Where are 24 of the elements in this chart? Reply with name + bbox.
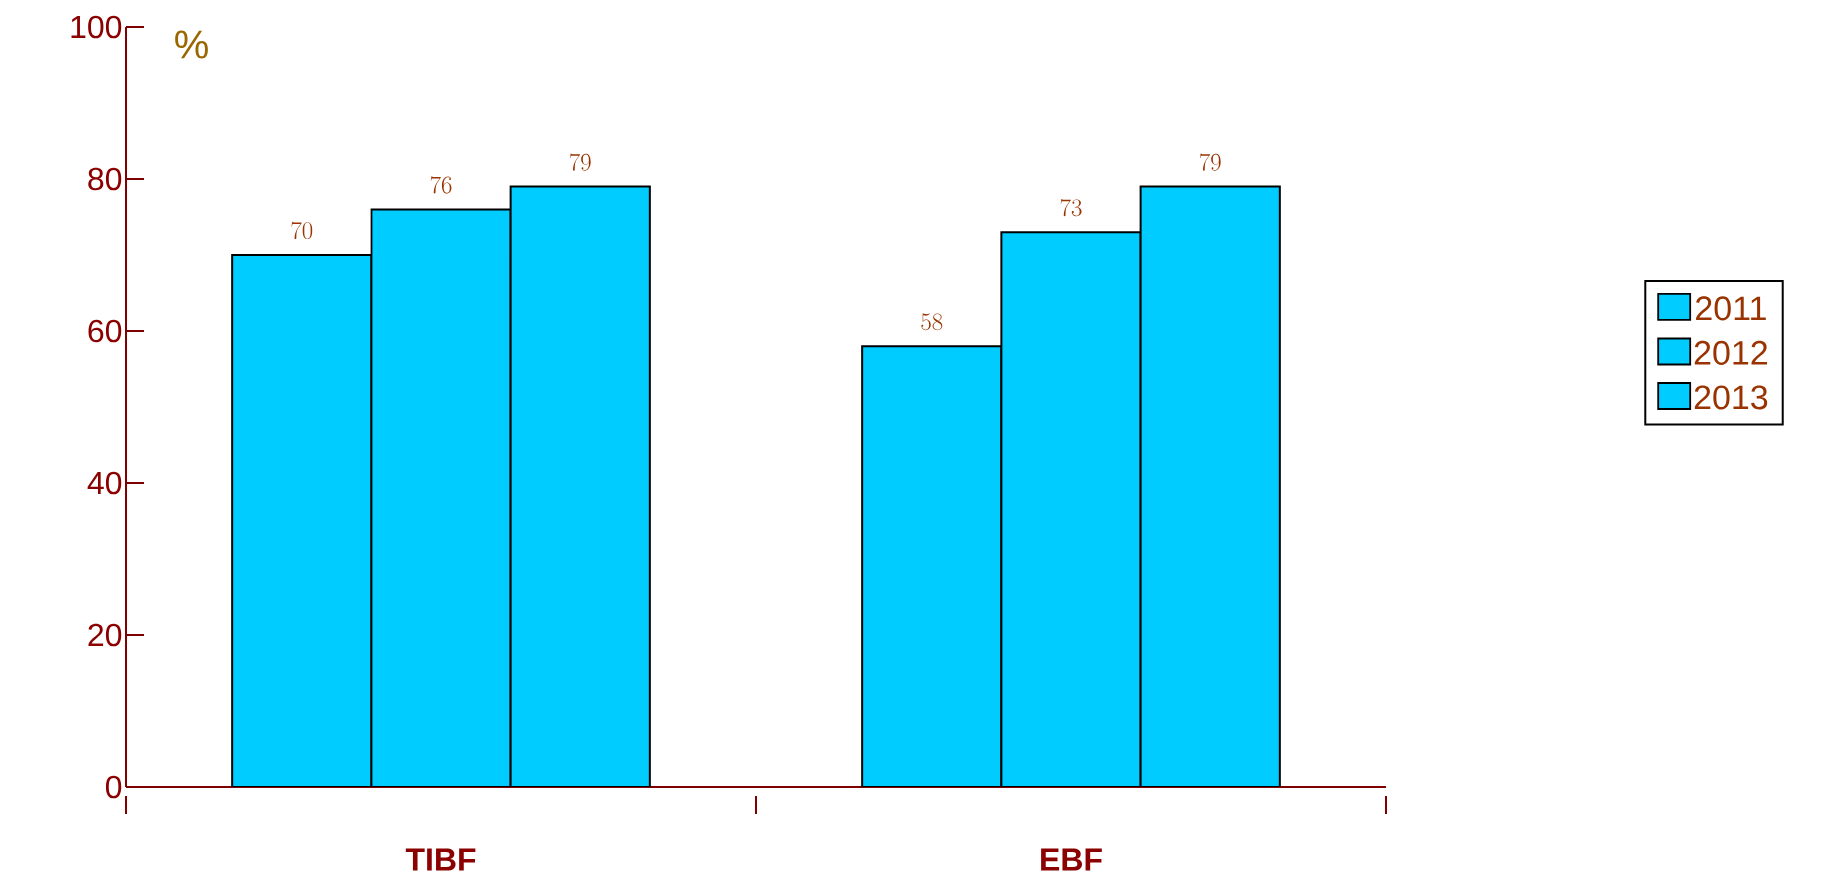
data-label: 70 — [291, 221, 313, 240]
data-label: 58 — [921, 313, 943, 331]
bar — [509, 185, 651, 787]
y-tick-label: 20 — [88, 623, 122, 647]
bar — [1000, 231, 1142, 787]
y-tick-label: 40 — [87, 471, 122, 495]
bar — [231, 253, 373, 787]
legend-label: 2011 — [1696, 296, 1766, 321]
bar — [861, 345, 1003, 787]
legend-label: 2013 — [1694, 385, 1768, 410]
y-tick-label: 60 — [88, 319, 122, 343]
bar — [370, 208, 512, 787]
y-tick-label: 0 — [105, 775, 122, 799]
legend-label: 2012 — [1694, 340, 1767, 365]
bar — [1139, 185, 1281, 787]
data-label: 79 — [569, 153, 591, 171]
y-tick-label: 100 — [71, 15, 122, 39]
data-label: 76 — [430, 176, 452, 194]
x-tick-label: TIBF — [405, 848, 476, 871]
y-tick-label: 80 — [88, 167, 122, 191]
data-label: 73 — [1060, 199, 1082, 217]
y-axis-title: % — [175, 30, 208, 59]
data-label: 79 — [1199, 153, 1221, 171]
x-tick-label: EBF — [1041, 848, 1102, 871]
